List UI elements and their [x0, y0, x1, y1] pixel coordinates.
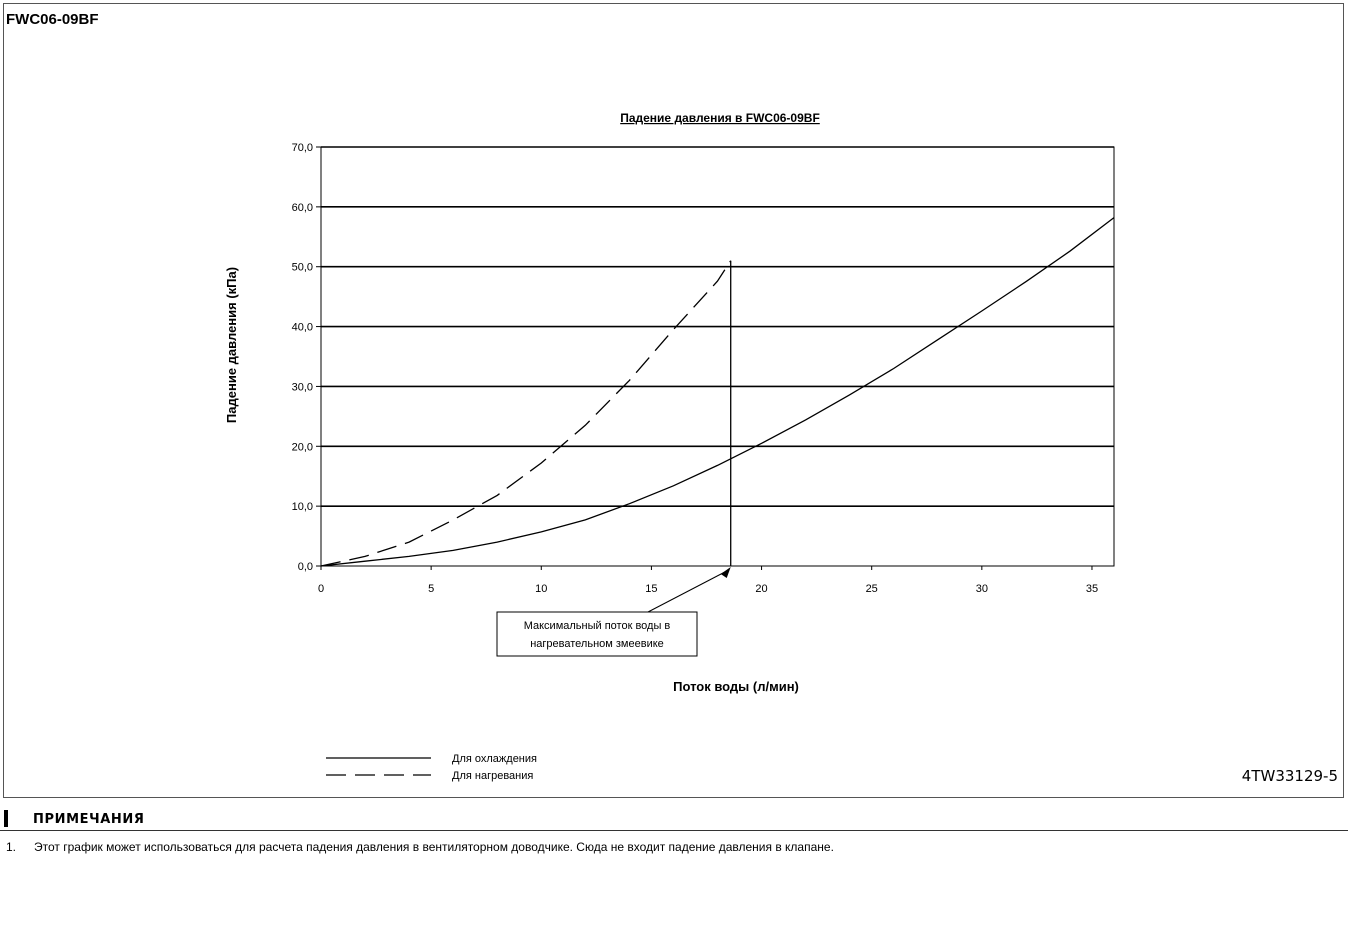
notes-marker	[4, 810, 8, 827]
legend-label-heating: Для нагревания	[452, 770, 533, 782]
x-tick-label: 15	[645, 583, 657, 595]
y-tick-label: 50,0	[292, 262, 313, 274]
pressure-drop-chart: Падение давления в FWC06-09BF 0,0 10,0 20,…	[224, 111, 1115, 782]
y-tick-label: 70,0	[292, 142, 313, 154]
x-axis-label: Поток воды (л/мин)	[673, 679, 799, 694]
annotation-text-line2: нагревательном змеевике	[530, 638, 664, 650]
x-tick-label: 30	[976, 583, 988, 595]
y-tick-label: 40,0	[292, 322, 313, 334]
notes-divider	[0, 830, 1348, 831]
note-number: 1.	[6, 840, 17, 854]
x-tick-label: 20	[755, 583, 767, 595]
y-tick-label: 0,0	[298, 561, 313, 573]
y-axis-ticks: 0,0 10,0 20,0 30,0 40,0 50,0 60,0 70,0	[292, 142, 321, 573]
x-axis-ticks: 0 5 10 15 20 25 30 35	[318, 566, 1098, 595]
x-tick-label: 35	[1086, 583, 1098, 595]
x-tick-label: 25	[866, 583, 878, 595]
y-tick-label: 30,0	[292, 381, 313, 393]
chart-grid	[320, 146, 1115, 567]
y-tick-label: 20,0	[292, 441, 313, 453]
chart-series	[320, 217, 1115, 567]
notes-title: ПРИМЕЧАНИЯ	[33, 812, 145, 827]
heating-series-line	[320, 260, 732, 567]
x-tick-label: 10	[535, 583, 547, 595]
annotation-arrowhead	[720, 567, 731, 578]
cooling-series-line	[320, 217, 1115, 567]
x-tick-label: 5	[428, 583, 434, 595]
annotation-text-line1: Максимальный поток воды в	[524, 620, 671, 632]
y-axis-label: Падение давления (кПа)	[224, 267, 239, 423]
figure-frame	[3, 3, 1344, 798]
chart-legend: Для охлаждения Для нагревания	[326, 753, 537, 782]
x-tick-label: 0	[318, 583, 324, 595]
y-tick-label: 60,0	[292, 202, 313, 214]
note-text: Этот график может использоваться для рас…	[34, 840, 834, 854]
model-title: FWC06-09BF	[6, 11, 99, 28]
plot-area-border	[320, 146, 1115, 567]
y-tick-label: 10,0	[292, 501, 313, 513]
document-code: 4TW33129-5	[1241, 767, 1338, 785]
annotation-box	[496, 611, 698, 657]
chart-title: Падение давления в FWC06-09BF	[620, 111, 820, 125]
legend-label-cooling: Для охлаждения	[452, 753, 537, 765]
annotation-arrow-line	[647, 569, 729, 613]
max-flow-annotation: Максимальный поток воды в нагревательном …	[496, 260, 732, 657]
